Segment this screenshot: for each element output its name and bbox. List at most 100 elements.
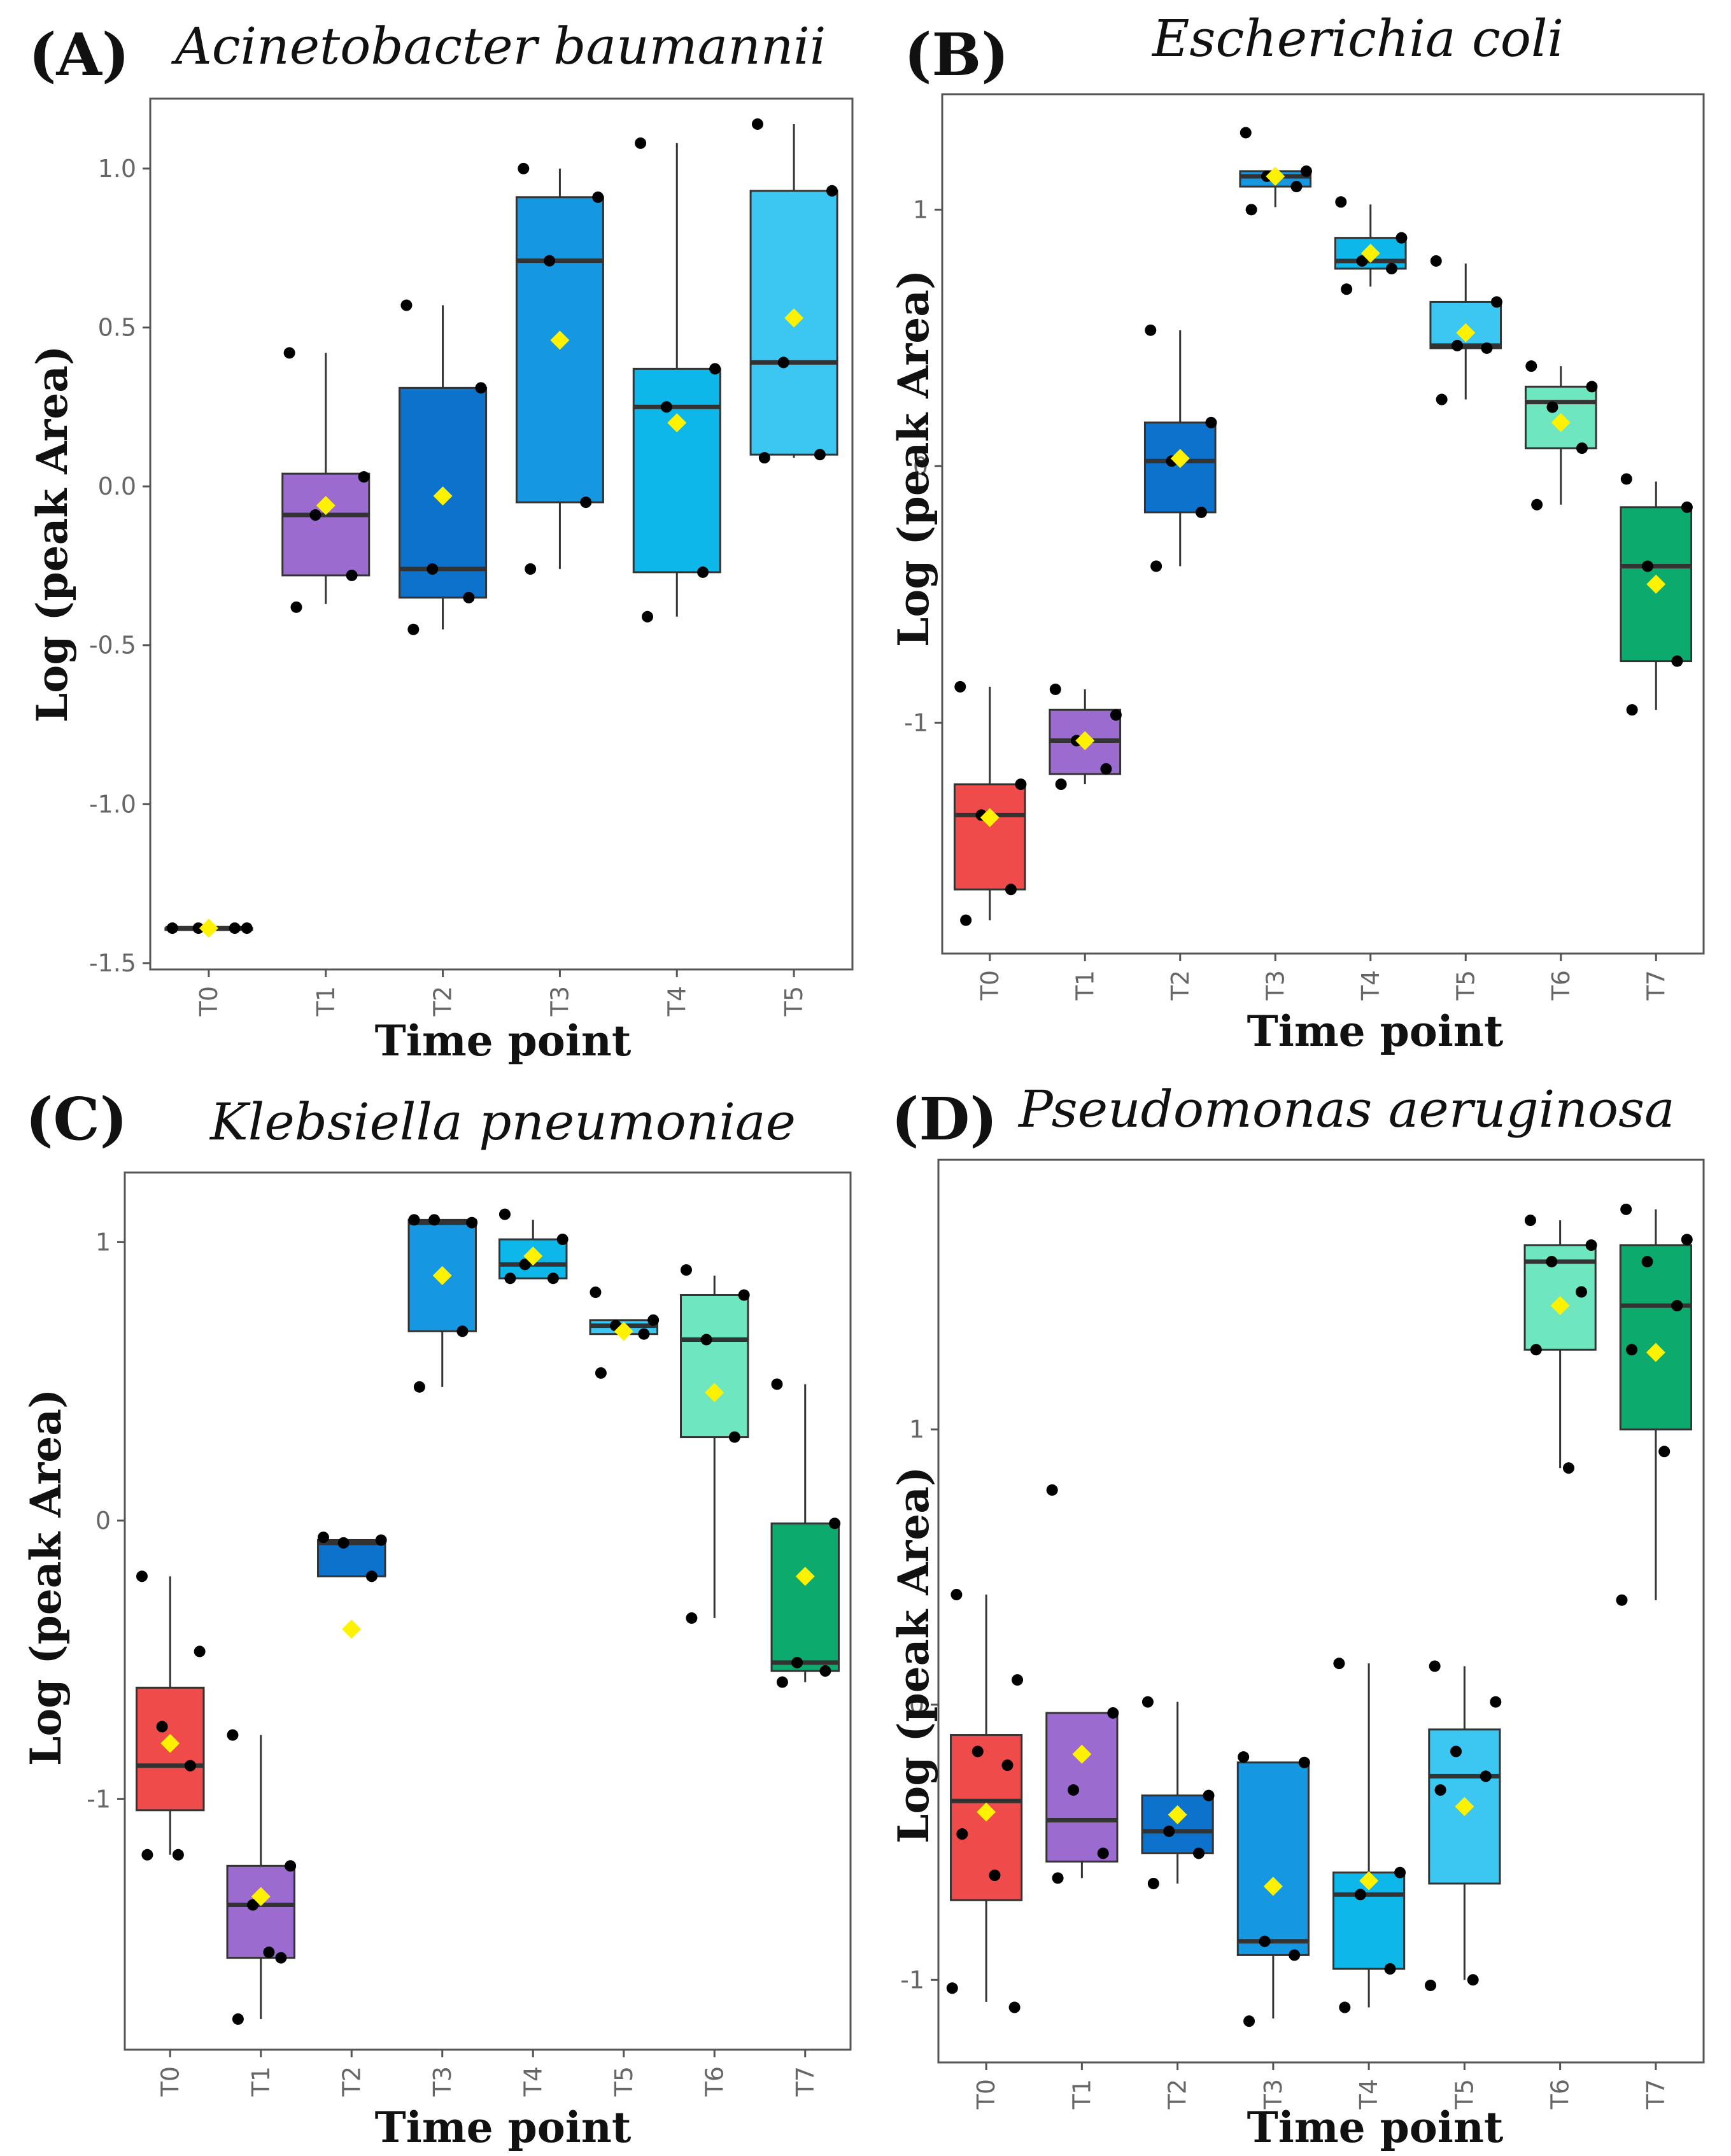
panel-c-point xyxy=(408,1214,420,1226)
panel-d-point xyxy=(971,1745,984,1758)
panel-d-letter: (D) xyxy=(891,1085,998,1153)
panel-d-point xyxy=(1450,1745,1462,1758)
panel-d-point xyxy=(1562,1462,1574,1474)
panel-a-point xyxy=(192,922,204,934)
panel-d-point xyxy=(1425,1979,1437,1991)
panel-d-ytick-label: 0 xyxy=(909,1691,924,1719)
panel-d-point xyxy=(1052,1872,1064,1884)
panel-c-mean-marker-t7 xyxy=(795,1567,815,1586)
panel-b-ytick-label: 1 xyxy=(913,195,928,223)
panel-b-mean-marker-t0 xyxy=(980,808,1000,828)
panel-a-ytick-label: -1.5 xyxy=(89,949,136,977)
panel-d-point xyxy=(1001,1759,1014,1772)
panel-a-xtick-label: T1 xyxy=(312,986,340,1017)
panel-a-point xyxy=(283,347,295,359)
panel-d-point xyxy=(1008,2001,1021,2013)
panel-c-mean-marker-t4 xyxy=(523,1246,543,1266)
panel-d-point xyxy=(1681,1234,1693,1246)
panel-a-ytick-label: -1.0 xyxy=(89,790,136,818)
panel-c-point xyxy=(466,1216,478,1229)
panel-d-point xyxy=(1012,1674,1024,1686)
panel-c-point xyxy=(156,1721,168,1733)
panel-c-title: Klebsiella pneumoniae xyxy=(209,1092,796,1152)
panel-a-ytick-label: 0.5 xyxy=(98,313,136,341)
panel-c-mean-marker-t3 xyxy=(432,1265,452,1285)
panel-d-xtick-label: T6 xyxy=(1546,2079,1574,2110)
panel-c-point xyxy=(428,1214,441,1226)
panel-c-ytick-label: 1 xyxy=(95,1228,111,1256)
panel-d-mean-marker-t2 xyxy=(1168,1805,1187,1824)
panel-c-point xyxy=(680,1264,692,1276)
panel-a-box-t1 xyxy=(281,472,371,577)
panel-c-point xyxy=(556,1233,569,1245)
panel-d-point xyxy=(1524,1215,1536,1227)
panel-c-point xyxy=(227,1729,239,1741)
panel-d-xtick-label: T5 xyxy=(1450,2079,1478,2110)
panel-a-title: Acinetobacter baumannii xyxy=(171,17,826,76)
panel-a-box-t4 xyxy=(632,367,721,574)
panel-d-point xyxy=(956,1828,968,1840)
panel-a-point xyxy=(635,137,647,149)
panel-c-xtick-label: T6 xyxy=(700,2066,728,2097)
panel-b-point xyxy=(1531,498,1543,511)
panel-d-point xyxy=(1298,1756,1310,1768)
panel-c-point xyxy=(504,1272,516,1285)
panel-c-point xyxy=(728,1431,740,1443)
panel-c-ylabel: Log (peak Area) xyxy=(21,1389,71,1766)
panel-a-chart: -1.5 -1.0 -0.5 0.0 0.5 1.0 T0 T1 T2 T3 T4 T5 xyxy=(89,118,838,1017)
panel-c-xtick-label: T2 xyxy=(337,2066,365,2097)
panel-b-point xyxy=(1240,127,1252,139)
panel-b-plot-area xyxy=(941,93,1705,955)
panel-d-xtick-label: T4 xyxy=(1355,2079,1383,2110)
panel-b-point xyxy=(1100,763,1112,775)
panel-a-xtick-label: T2 xyxy=(429,986,457,1017)
panel-d-point xyxy=(1490,1696,1502,1708)
panel-d-point xyxy=(1384,1963,1396,1975)
panel-a-point xyxy=(697,566,709,578)
panel-c-mean-marker-t5 xyxy=(614,1321,633,1341)
panel-b-point xyxy=(1641,560,1653,572)
panel-a-point xyxy=(826,185,838,197)
panel-b-point xyxy=(1005,884,1017,896)
panel-c-xtick-label: T5 xyxy=(610,2066,638,2097)
panel-c-ytick-label: -1 xyxy=(87,1785,111,1813)
panel-b-xtick-label: T2 xyxy=(1166,970,1194,1001)
panel-c-box-t1 xyxy=(226,1864,295,1959)
panel-d-point xyxy=(1068,1784,1080,1796)
panel-b-mean-marker-t4 xyxy=(1360,243,1380,263)
panel-b-point xyxy=(1195,506,1207,518)
panel-a-point xyxy=(709,363,721,375)
panel-d-point xyxy=(1434,1784,1446,1796)
panel-a-point xyxy=(475,382,487,394)
panel-c-point xyxy=(184,1759,196,1772)
panel-c-point xyxy=(771,1378,783,1390)
panel-b-ylabel: Log (peak Area) xyxy=(889,270,938,647)
panel-b-point xyxy=(1385,263,1397,275)
panel-a-point xyxy=(518,162,530,174)
panel-d-ytick-label: -1 xyxy=(900,1966,924,1994)
panel-d-box-t7 xyxy=(1619,1244,1692,1431)
panel-a-mean-marker-t3 xyxy=(550,330,570,350)
panel-d-point xyxy=(950,1589,963,1601)
panel-d-point xyxy=(946,1982,958,1994)
panel-c-point xyxy=(738,1289,750,1301)
panel-b-box-t0 xyxy=(953,783,1026,891)
panel-b-point xyxy=(1430,255,1442,267)
panel-b-point xyxy=(1049,683,1061,695)
panel-d-point xyxy=(1575,1286,1587,1298)
panel-d-mean-marker-t3 xyxy=(1263,1877,1283,1896)
panel-a-point xyxy=(641,610,653,623)
panel-a-point xyxy=(309,509,321,521)
panel-b-point xyxy=(960,914,972,926)
panel-a-point xyxy=(229,922,241,934)
panel-a-xlabel: Time point xyxy=(375,1016,632,1066)
panel-b-point xyxy=(1481,342,1493,354)
panel-d-mean-marker-t7 xyxy=(1646,1342,1665,1362)
panel-d-xtick-label: T1 xyxy=(1068,2079,1096,2110)
panel-c-mean-marker-t1 xyxy=(251,1887,271,1906)
panel-b-point xyxy=(1586,381,1598,393)
panel-d-point xyxy=(1585,1239,1597,1251)
panel-d-point xyxy=(1097,1847,1109,1859)
panel-c-mean-marker-t6 xyxy=(705,1383,724,1402)
